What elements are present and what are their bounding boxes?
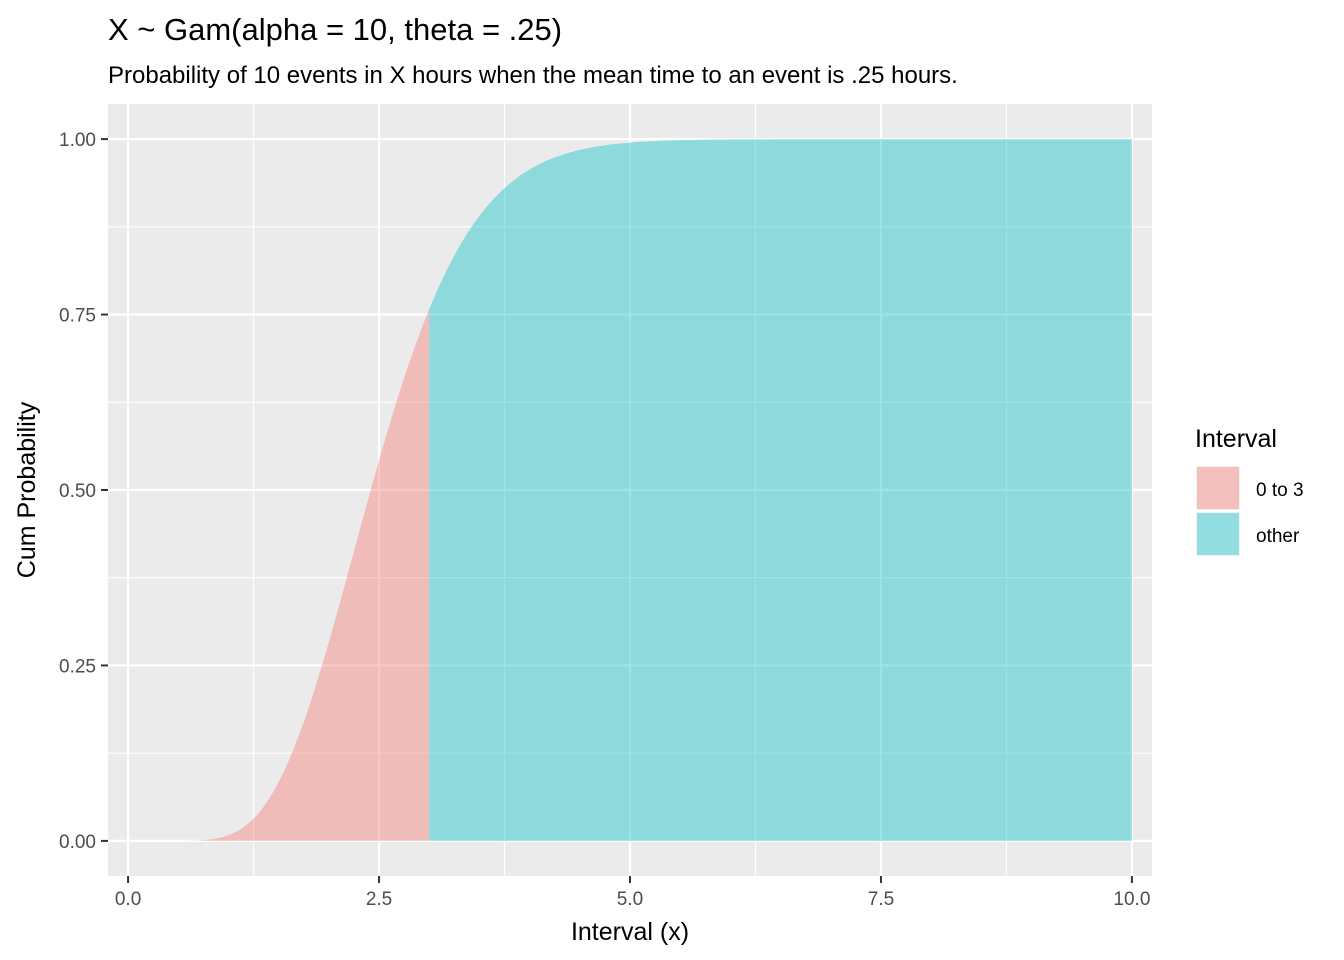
legend-label-0-to-3: 0 to 3: [1256, 480, 1304, 501]
legend-key-0-to-3: [1196, 466, 1240, 510]
legend-title: Interval: [1195, 425, 1277, 453]
y-tick-label: 1.00: [59, 130, 96, 151]
y-tick-label: 0.75: [59, 306, 96, 327]
legend-swatch-0-to-3: [1197, 467, 1239, 509]
legend-swatch-other: [1197, 513, 1239, 555]
x-axis-title: Interval (x): [571, 918, 689, 946]
x-tick-label: 7.5: [868, 889, 894, 910]
y-axis-title: Cum Probability: [13, 401, 41, 578]
cdf-areas: [128, 139, 1132, 841]
area-0-to-3: [128, 309, 430, 841]
major-gridlines: [108, 104, 1152, 876]
x-tick-label: 5.0: [617, 889, 643, 910]
legend: Interval 0 to 3 other: [1195, 425, 1304, 556]
y-axis: 0.00 0.25 0.50 0.75 1.00: [59, 130, 108, 853]
x-tick-label: 2.5: [366, 889, 392, 910]
chart-subtitle: Probability of 10 events in X hours when…: [108, 62, 958, 89]
area-other: [429, 139, 1132, 841]
legend-label-other: other: [1256, 526, 1300, 547]
x-tick-label: 10.0: [1113, 889, 1150, 910]
y-tick-label: 0.50: [59, 481, 96, 502]
legend-key-other: [1196, 512, 1240, 556]
chart-title: X ~ Gam(alpha = 10, theta = .25): [108, 12, 562, 47]
y-tick-label: 0.25: [59, 656, 96, 677]
x-tick-label: 0.0: [115, 889, 141, 910]
x-axis: 0.0 2.5 5.0 7.5 10.0: [115, 876, 1150, 910]
y-tick-label: 0.00: [59, 832, 96, 853]
